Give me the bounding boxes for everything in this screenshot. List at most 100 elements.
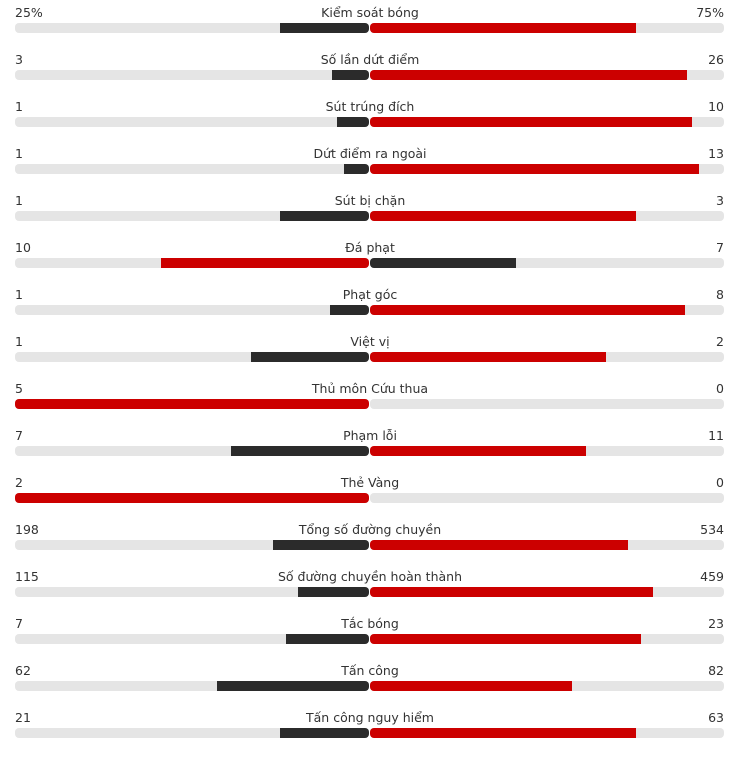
away-bar — [370, 634, 641, 644]
home-bar — [217, 681, 369, 691]
home-value: 7 — [15, 616, 23, 631]
away-value: 11 — [708, 428, 724, 443]
away-track — [370, 634, 724, 644]
stat-row: 25% Kiểm soát bóng 75% — [0, 5, 740, 52]
away-track — [370, 70, 724, 80]
away-value: 75% — [696, 5, 724, 20]
home-track — [15, 399, 369, 409]
stat-label: Thủ môn Cứu thua — [311, 381, 429, 396]
home-track — [15, 493, 369, 503]
home-bar — [330, 305, 369, 315]
home-track — [15, 728, 369, 738]
away-track — [370, 164, 724, 174]
away-track — [370, 728, 724, 738]
stat-label: Tấn công — [341, 663, 399, 678]
home-value: 1 — [15, 99, 23, 114]
away-value: 82 — [708, 663, 724, 678]
away-track — [370, 446, 724, 456]
away-track — [370, 681, 724, 691]
stat-row: 1 Sút trúng đích 10 — [0, 99, 740, 146]
home-value: 5 — [15, 381, 23, 396]
away-bar — [370, 305, 685, 315]
away-track — [370, 117, 724, 127]
away-bar — [370, 728, 636, 738]
home-track — [15, 258, 369, 268]
stat-row: 1 Việt vị 2 — [0, 334, 740, 381]
home-value: 1 — [15, 146, 23, 161]
stat-label: Số lần dứt điểm — [320, 52, 420, 67]
away-bar — [370, 352, 606, 362]
home-value: 1 — [15, 334, 23, 349]
away-value: 2 — [716, 334, 724, 349]
away-bar — [370, 70, 687, 80]
home-value: 10 — [15, 240, 31, 255]
away-track — [370, 305, 724, 315]
home-bar — [273, 540, 369, 550]
stat-label: Đá phạt — [345, 240, 395, 255]
home-bar — [280, 23, 369, 33]
home-value: 3 — [15, 52, 23, 67]
home-value: 115 — [15, 569, 39, 584]
stat-row: 1 Phạt góc 8 — [0, 287, 740, 334]
home-track — [15, 587, 369, 597]
stat-label: Tấn công nguy hiểm — [306, 710, 434, 725]
away-bar — [370, 258, 516, 268]
home-track — [15, 634, 369, 644]
home-track — [15, 70, 369, 80]
away-bar — [370, 587, 653, 597]
away-track — [370, 399, 724, 409]
away-track — [370, 352, 724, 362]
home-track — [15, 211, 369, 221]
home-bar — [344, 164, 369, 174]
away-value: 23 — [708, 616, 724, 631]
stat-label: Tắc bóng — [341, 616, 399, 631]
home-value: 21 — [15, 710, 31, 725]
home-bar — [280, 728, 369, 738]
home-bar — [280, 211, 369, 221]
stat-row: 7 Tắc bóng 23 — [0, 616, 740, 663]
away-value: 7 — [716, 240, 724, 255]
away-track — [370, 23, 724, 33]
home-track — [15, 446, 369, 456]
away-bar — [370, 446, 586, 456]
home-value: 198 — [15, 522, 39, 537]
away-value: 13 — [708, 146, 724, 161]
home-value: 1 — [15, 193, 23, 208]
home-track — [15, 681, 369, 691]
stat-label: Tổng số đường chuyền — [298, 522, 442, 537]
stat-row: 21 Tấn công nguy hiểm 63 — [0, 710, 740, 757]
home-track — [15, 540, 369, 550]
home-track — [15, 117, 369, 127]
stat-row: 7 Phạm lỗi 11 — [0, 428, 740, 475]
away-bar — [370, 23, 636, 33]
away-bar — [370, 540, 628, 550]
stat-label: Phạt góc — [342, 287, 398, 302]
home-track — [15, 305, 369, 315]
away-track — [370, 258, 724, 268]
away-bar — [370, 164, 699, 174]
home-track — [15, 23, 369, 33]
stat-label: Phạm lỗi — [343, 428, 397, 443]
away-track — [370, 211, 724, 221]
away-value: 0 — [716, 381, 724, 396]
away-value: 8 — [716, 287, 724, 302]
stat-row: 2 Thẻ Vàng 0 — [0, 475, 740, 522]
home-value: 1 — [15, 287, 23, 302]
away-value: 26 — [708, 52, 724, 67]
stat-row: 198 Tổng số đường chuyền 534 — [0, 522, 740, 569]
home-bar — [298, 587, 369, 597]
stat-label: Việt vị — [350, 334, 390, 349]
home-value: 25% — [15, 5, 43, 20]
stat-label: Dứt điểm ra ngoài — [313, 146, 427, 161]
home-bar — [161, 258, 369, 268]
home-bar — [251, 352, 369, 362]
home-value: 2 — [15, 475, 23, 490]
stat-label: Số đường chuyền hoàn thành — [277, 569, 463, 584]
home-bar — [332, 70, 369, 80]
stat-label: Thẻ Vàng — [340, 475, 400, 490]
away-value: 459 — [700, 569, 724, 584]
home-value: 7 — [15, 428, 23, 443]
away-bar — [370, 117, 692, 127]
home-bar — [231, 446, 369, 456]
